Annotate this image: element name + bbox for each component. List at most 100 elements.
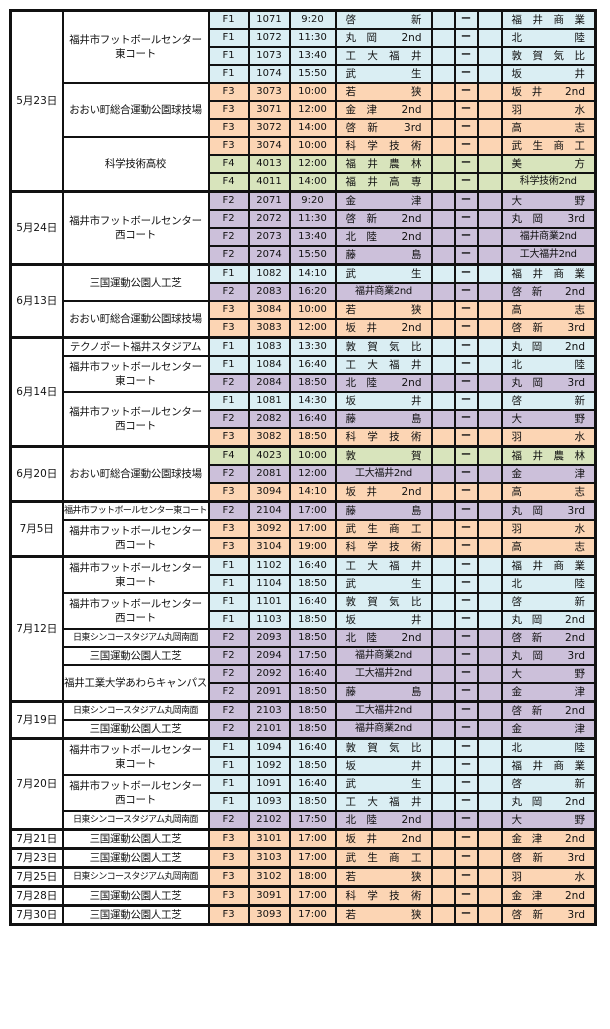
home-team: 金津 [334, 190, 433, 211]
away-team: 福井農林 [500, 445, 597, 466]
away-score [476, 336, 503, 357]
match-number: 3083 [247, 318, 291, 339]
home-score [430, 46, 456, 66]
venue-name: 福井市フットボールセンター 東コート [61, 9, 210, 84]
away-team: 羽水 [500, 519, 597, 539]
match-number: 4023 [247, 445, 291, 466]
venue-name: 三国運動公園人工芝 [61, 646, 210, 666]
division: F2 [207, 227, 250, 247]
match-number: 1094 [247, 737, 291, 758]
home-team: 啓新 3rd [334, 118, 433, 138]
division: F3 [207, 136, 250, 156]
venue-name: 福井市フットボールセンター 東コート [61, 355, 210, 393]
match-number: 1074 [247, 64, 291, 84]
match-row: F1 1103 18:50 坂井ー 丸岡 2nd [11, 610, 597, 630]
away-team: 福井商業 [500, 756, 597, 776]
away-score [476, 847, 503, 869]
match-number: 1102 [247, 555, 291, 576]
home-team: 北陸 2nd [334, 227, 433, 247]
match-number: 4011 [247, 172, 291, 193]
division: F3 [207, 118, 250, 138]
away-team: 丸岡 3rd [500, 646, 597, 666]
score-separator: ー [453, 592, 479, 612]
away-team: 啓新 [500, 774, 597, 794]
home-score [430, 904, 456, 926]
away-team: 啓新 [500, 592, 597, 612]
match-date: 5月24日 [9, 190, 64, 266]
match-date: 7月21日 [9, 828, 64, 850]
match-number: 3082 [247, 427, 291, 448]
kickoff-time: 17:00 [288, 519, 337, 539]
away-team: 敦賀気比 [500, 46, 597, 66]
venue-name: 福井市フットボールセンター 東コート [61, 737, 210, 776]
home-score [430, 373, 456, 393]
match-number: 1084 [247, 355, 291, 375]
kickoff-time: 16:40 [288, 737, 337, 758]
home-score [430, 700, 456, 721]
away-score [476, 154, 503, 174]
match-row: 7月30日 三国運動公園人工芝 F3 3093 17:00 若狭ー啓新 3rd [9, 904, 597, 926]
kickoff-time: 16:40 [288, 774, 337, 794]
match-date: 7月23日 [9, 847, 64, 869]
match-number: 2104 [247, 500, 291, 521]
home-score [430, 574, 456, 594]
score-separator: ー [453, 100, 479, 120]
away-score [476, 610, 503, 630]
away-score [476, 118, 503, 138]
home-team: 武生 [334, 64, 433, 84]
match-row: おおい町総合運動公園球技場 F3 3073 10:00 若狭ー坂井 2nd [11, 82, 597, 138]
home-score [430, 154, 456, 174]
away-team: 啓新 2nd [500, 700, 597, 721]
match-row: F2 2074 15:50 藤島ー工大福井2nd [11, 245, 597, 266]
kickoff-time: 12:00 [288, 318, 337, 339]
away-score [476, 464, 503, 484]
division: F1 [207, 355, 250, 375]
match-number: 2091 [247, 682, 291, 703]
home-score [430, 9, 456, 30]
venue-name: 福井市フットボールセンター東コート [61, 500, 210, 521]
match-number: 3073 [247, 82, 291, 102]
division: F1 [207, 756, 250, 776]
match-row: F2 2083 16:20 福井商業2nd ー 啓新 2nd [11, 282, 597, 302]
home-team: 工大福井 [334, 792, 433, 812]
match-row: 7月23日 三国運動公園人工芝 F3 3103 17:00 武生商工ー啓新 3rd [9, 847, 597, 869]
home-score [430, 847, 456, 869]
home-team: 坂井 2nd [334, 318, 433, 339]
kickoff-time: 17:50 [288, 810, 337, 831]
venue-name: 三国運動公園人工芝 [61, 885, 210, 907]
home-team: 啓新 2nd [334, 209, 433, 229]
division: F2 [207, 464, 250, 484]
home-score [430, 628, 456, 648]
home-team: 坂井 2nd [334, 482, 433, 503]
score-separator: ー [453, 373, 479, 393]
division: F1 [207, 574, 250, 594]
match-row: F2 2084 18:50 北陸 2nd ー 丸岡 3rd [11, 373, 597, 393]
match-number: 2082 [247, 409, 291, 429]
kickoff-time: 18:50 [288, 682, 337, 703]
match-row: 7月28日 三国運動公園人工芝 F3 3091 17:00 科学技術ー金津 2nd [9, 885, 597, 907]
home-score [430, 100, 456, 120]
home-score [430, 64, 456, 84]
kickoff-time: 16:20 [288, 282, 337, 302]
away-team: 工大福井2nd [500, 245, 597, 266]
match-row: F2 2081 12:00 工大福井2nd ー 金津 [11, 464, 597, 484]
division: F3 [207, 100, 250, 120]
match-row: 科学技術高校 F3 3074 10:00 科学技術ー 武生商工 [11, 136, 597, 193]
away-team: 北陸 [500, 737, 597, 758]
score-separator: ー [453, 664, 479, 684]
division: F1 [207, 737, 250, 758]
match-number: 2094 [247, 646, 291, 666]
division: F4 [207, 172, 250, 193]
home-score [430, 263, 456, 284]
kickoff-time: 10:00 [288, 445, 337, 466]
score-separator: ー [453, 464, 479, 484]
away-team: 武生商工 [500, 136, 597, 156]
kickoff-time: 14:10 [288, 482, 337, 503]
home-score [430, 172, 456, 193]
away-score [476, 682, 503, 703]
away-score [476, 136, 503, 156]
kickoff-time: 18:50 [288, 373, 337, 393]
kickoff-time: 13:40 [288, 46, 337, 66]
away-score [476, 866, 503, 888]
venue-name: 日東シンコースタジアム丸岡南面 [61, 700, 210, 721]
